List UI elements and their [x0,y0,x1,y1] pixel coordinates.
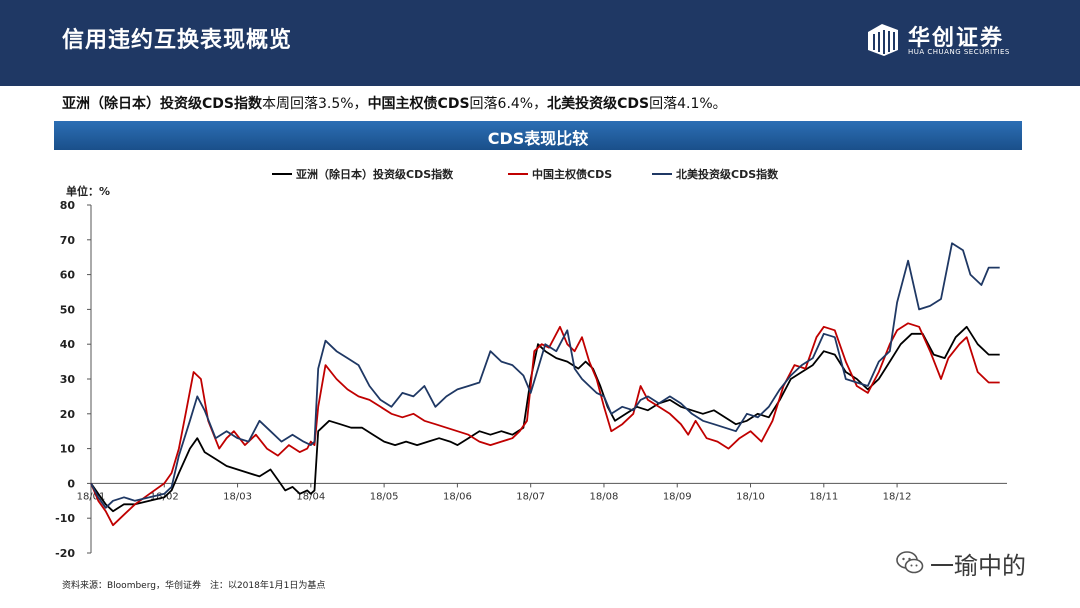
series-line-2 [90,322,1000,527]
series-line-1 [90,325,1000,513]
watermark-text: 一瑜中的 [930,552,1026,580]
logo-name-cn: 华创证券 [908,26,1005,51]
chart-series [90,242,1000,527]
y-tick-label: 80 [60,199,76,212]
wechat-icon [896,551,924,574]
page-title: 信用违约互换表现概览 [62,28,293,53]
y-tick-label: 20 [60,408,76,421]
y-tick-label: 40 [60,338,76,351]
chart-banner: CDS表现比较 [54,121,1022,150]
x-tick-label: 18/11 [809,491,838,502]
summary-asia-text: 本周回落3.5%， [261,96,368,112]
summary-asia-label: 亚洲（除日本）投资级CDS指数 [62,96,262,112]
y-tick-label: -10 [55,512,75,525]
summary-china-text: 回落6.4%， [469,96,548,112]
legend-label-3: 北美投资级CDS指数 [676,167,779,181]
logo-name-en: HUA CHUANG SECURITIES [908,48,1010,56]
x-tick-label: 18/10 [736,491,765,502]
chart-unit-label: 单位：% [66,184,110,198]
x-tick-label: 18/12 [883,491,912,502]
y-tick-label: 70 [60,234,76,247]
summary-na-label: 北美投资级CDS [547,96,650,112]
logo-cube-icon [868,24,898,56]
y-tick-label: 0 [67,477,75,490]
x-tick-label: 18/03 [223,491,252,502]
y-tick-label: 30 [60,373,76,386]
y-tick-label: 60 [60,269,76,282]
series-line-3 [90,242,1000,509]
x-tick-label: 18/08 [590,491,619,502]
cds-line-chart: 亚洲（除日本）投资级CDS指数 中国主权债CDS 北美投资级CDS指数 单位：% -… [55,167,1007,560]
summary-line: 亚洲（除日本）投资级CDS指数本周回落3.5%，中国主权债CDS回落6.4%，北… [62,93,727,113]
y-tick-label: 50 [60,303,76,316]
x-tick-label: 18/04 [296,491,325,502]
legend-label-2: 中国主权债CDS [532,167,612,181]
summary-na-text: 回落4.1%。 [649,96,727,112]
chart-banner-title: CDS表现比较 [487,129,589,148]
summary-china-label: 中国主权债CDS [367,96,470,112]
source-note: 资料来源：Bloomberg，华创证券 注：以2018年1月1日为基点 [62,581,326,591]
x-tick-label: 18/01 [77,491,106,502]
header-bar: 信用违约互换表现概览 华创证券 HUA CHUANG SECURITIES [0,0,1080,86]
x-tick-label: 18/07 [516,491,545,502]
x-tick-label: 18/05 [370,491,399,502]
legend-label-1: 亚洲（除日本）投资级CDS指数 [296,167,454,181]
wechat-watermark: 一瑜中的 [896,546,1046,582]
y-tick-label: -20 [55,547,75,560]
y-tick-label: 10 [60,443,76,456]
company-logo: 华创证券 HUA CHUANG SECURITIES [864,20,1024,60]
x-tick-label: 18/06 [443,491,472,502]
x-tick-label: 18/09 [663,491,692,502]
chart-legend: 亚洲（除日本）投资级CDS指数 中国主权债CDS 北美投资级CDS指数 [272,167,779,181]
